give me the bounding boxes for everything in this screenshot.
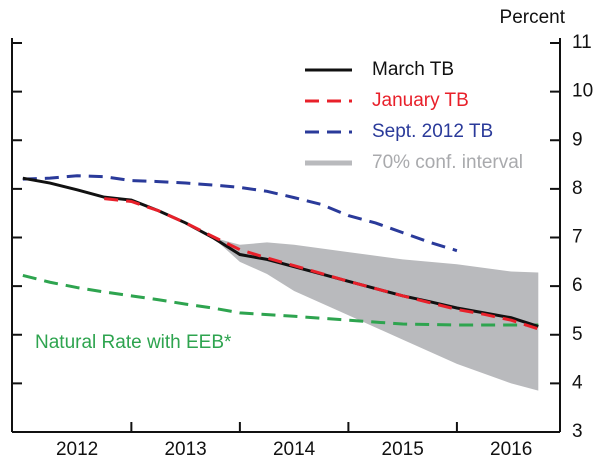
confidence-band	[212, 237, 539, 391]
y-tick-label: 8	[572, 178, 583, 199]
y-tick-label: 3	[572, 421, 583, 442]
line-series	[22, 174, 458, 253]
legend-label: Sept. 2012 TB	[372, 121, 493, 142]
y-tick-label: 5	[572, 324, 583, 345]
x-tick-label: 2015	[382, 439, 424, 460]
y-tick-label: 4	[572, 372, 583, 393]
legend-label: 70% conf. interval	[372, 152, 523, 173]
x-tick-label: 2013	[164, 439, 206, 460]
line-series	[104, 197, 539, 331]
y-tick-label: 11	[572, 32, 592, 53]
y-tick-label: 10	[572, 81, 593, 102]
legend-label: January TB	[372, 90, 469, 111]
y-tick-label: 9	[572, 129, 583, 150]
y-tick-label: 7	[572, 227, 583, 248]
y-axis-label: Percent	[500, 7, 566, 28]
legend-label: March TB	[372, 59, 454, 80]
x-tick-label: 2014	[273, 439, 316, 460]
line-series	[22, 273, 539, 327]
y-tick-label: 6	[572, 275, 583, 296]
x-tick-label: 2016	[490, 439, 532, 460]
annotation: Natural Rate with EEB*	[35, 332, 232, 353]
x-tick-label: 2012	[56, 439, 98, 460]
